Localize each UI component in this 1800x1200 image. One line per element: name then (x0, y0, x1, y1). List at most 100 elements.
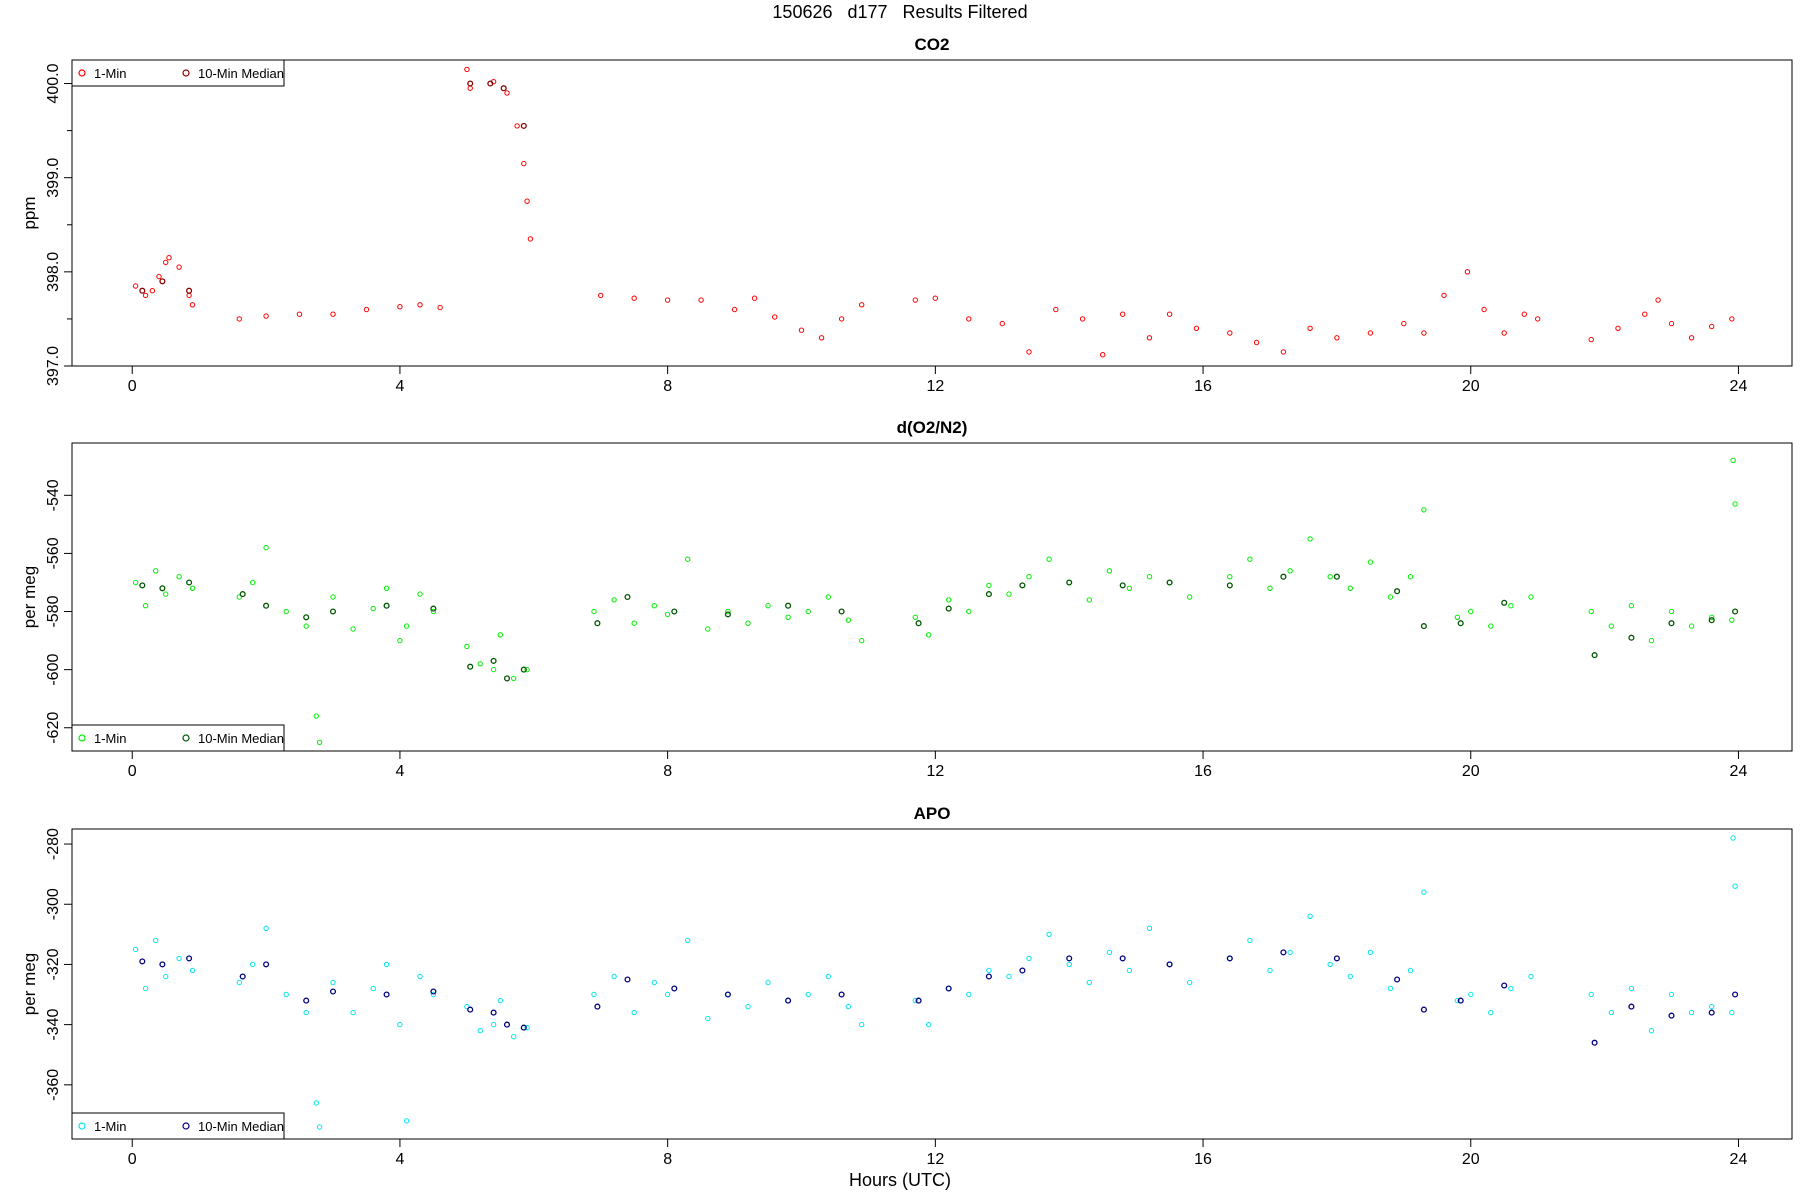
data-point (1006, 591, 1012, 597)
o2n2-x-tick-label: 0 (128, 763, 137, 780)
data-point (724, 991, 731, 998)
apo-legend-box (71, 1112, 285, 1140)
data-point (303, 1009, 309, 1016)
data-point (805, 608, 811, 615)
data-point (149, 288, 156, 294)
data-point (745, 620, 751, 626)
co2-x-tick-label: 4 (395, 378, 404, 395)
data-point (1401, 320, 1407, 327)
data-point (966, 991, 972, 998)
data-point (685, 556, 691, 562)
data-point (236, 979, 243, 986)
data-point (594, 620, 601, 627)
data-point (926, 632, 932, 638)
data-point (986, 967, 992, 974)
data-point (467, 663, 474, 670)
data-point (263, 925, 269, 932)
data-point (132, 579, 139, 586)
data-point (1187, 594, 1193, 600)
data-point (520, 122, 527, 129)
data-point (397, 637, 403, 644)
data-point (189, 302, 196, 308)
data-point (1668, 620, 1675, 627)
data-point (430, 991, 437, 998)
data-point (1347, 973, 1354, 980)
data-point (1046, 556, 1052, 562)
data-point (651, 603, 657, 609)
data-point (500, 85, 507, 92)
data-point (825, 594, 831, 600)
data-point (1026, 574, 1032, 580)
data-point (524, 1024, 530, 1031)
data-point (363, 306, 370, 313)
data-point (176, 955, 182, 962)
data-point (263, 961, 270, 968)
apo-x-tick-label: 24 (1730, 1151, 1748, 1167)
data-point (845, 1003, 851, 1010)
data-point (236, 316, 243, 322)
data-point (798, 327, 805, 333)
data-point (1100, 352, 1106, 358)
data-point (467, 80, 474, 87)
data-point (1457, 620, 1464, 627)
data-point (765, 603, 771, 609)
data-point (520, 666, 527, 673)
data-point (1046, 931, 1052, 938)
data-point (1729, 617, 1735, 623)
data-point (772, 314, 778, 320)
data-point (1528, 973, 1534, 980)
data-point (1086, 979, 1093, 986)
o2n2-legend-box (71, 724, 285, 752)
data-point (490, 1021, 497, 1028)
page-title: 150626 d177 Results Filtered (772, 2, 1028, 22)
data-point (1668, 991, 1675, 998)
data-point (785, 997, 792, 1004)
data-point (464, 1003, 470, 1010)
data-point (1166, 311, 1173, 317)
data-point (1628, 603, 1635, 609)
data-point (1729, 316, 1735, 322)
data-point (1333, 955, 1340, 962)
apo-y-tick-label: -300 (45, 888, 62, 920)
data-point (163, 591, 169, 597)
data-point (397, 1021, 403, 1028)
data-point (163, 259, 169, 266)
data-point (1026, 349, 1032, 355)
data-point (329, 608, 337, 615)
data-point (1688, 623, 1695, 629)
data-point (1730, 457, 1736, 464)
o2n2-y-tick-label: -580 (45, 595, 62, 627)
data-point (838, 608, 845, 615)
data-point (1166, 961, 1173, 968)
data-point (698, 297, 704, 303)
co2-x-tick-label: 24 (1730, 378, 1748, 395)
data-point (598, 292, 604, 299)
data-point (263, 313, 269, 319)
data-point (186, 292, 192, 299)
data-point (1668, 608, 1675, 615)
data-point (1508, 985, 1514, 992)
data-point (487, 80, 494, 87)
data-point (1227, 330, 1233, 336)
data-point (467, 1006, 474, 1013)
data-point (912, 997, 918, 1004)
data-point (1688, 335, 1695, 341)
data-point (1588, 336, 1594, 343)
data-point (1655, 297, 1661, 303)
data-point (1327, 574, 1333, 580)
data-point (818, 335, 825, 341)
data-point (1253, 339, 1260, 346)
data-point (1488, 1009, 1494, 1016)
data-point (1457, 997, 1464, 1004)
co2-series-one-min (132, 66, 1735, 358)
data-point (631, 1009, 637, 1016)
data-point (1066, 579, 1073, 586)
data-point (330, 594, 336, 600)
data-point (765, 979, 771, 986)
data-point (1730, 835, 1736, 841)
data-point (1367, 559, 1374, 565)
data-point (945, 605, 952, 612)
data-point (1668, 320, 1675, 327)
data-point (1454, 997, 1461, 1004)
data-point (785, 614, 791, 621)
